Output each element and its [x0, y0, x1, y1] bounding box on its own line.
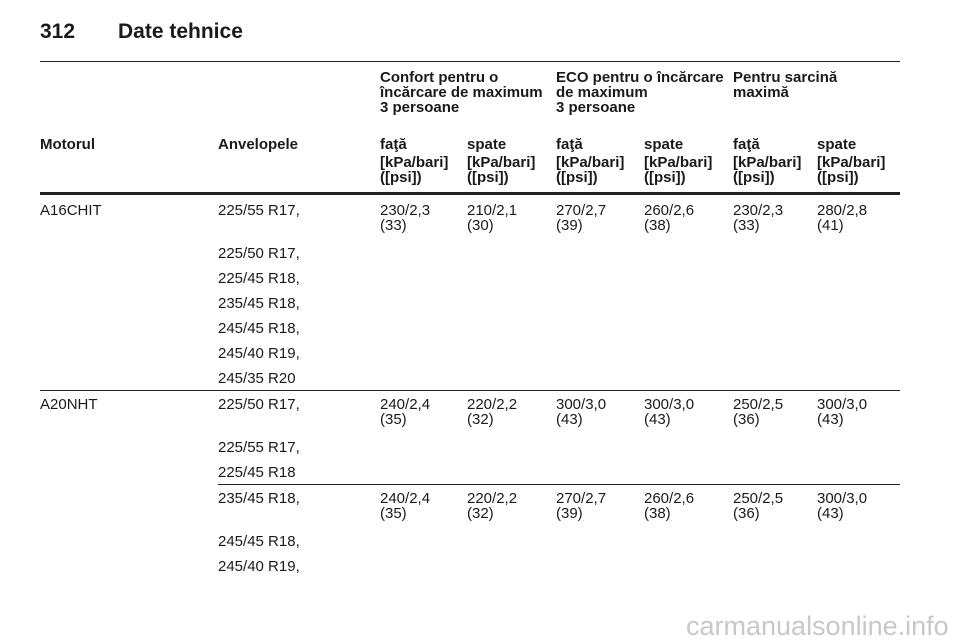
- page-number: 312: [40, 20, 76, 43]
- tyre-size: 245/35 R20: [218, 370, 296, 387]
- unit-header: [kPa/bari] ([psi]): [644, 154, 713, 186]
- pressure: 270/2,7 (39): [556, 490, 607, 522]
- page-title: Date tehnice: [118, 20, 243, 43]
- column-header: spate: [644, 136, 684, 153]
- unit-header: [kPa/bari] ([psi]): [556, 154, 625, 186]
- pressure: 240/2,4 (35): [380, 396, 431, 428]
- pressure: 230/2,3 (33): [380, 202, 431, 234]
- tyre-size: 225/50 R17,: [218, 396, 300, 413]
- header-rule: [40, 61, 900, 62]
- tyre-size: 225/55 R17,: [218, 439, 300, 456]
- unit-header: [kPa/bari] ([psi]): [380, 154, 449, 186]
- pressure: 300/3,0 (43): [817, 396, 868, 428]
- tyre-size: 245/45 R18,: [218, 320, 300, 337]
- tyre-size: 225/45 R18: [218, 464, 296, 481]
- watermark: carmanualsonline.info: [686, 611, 949, 641]
- column-header: faţă: [733, 136, 760, 153]
- pressure: 250/2,5 (36): [733, 396, 784, 428]
- pressure: 270/2,7 (39): [556, 202, 607, 234]
- pressure: 250/2,5 (36): [733, 490, 784, 522]
- pressure: 220/2,2 (32): [467, 396, 518, 428]
- pressure: 280/2,8 (41): [817, 202, 868, 234]
- pressure: 260/2,6 (38): [644, 490, 695, 522]
- tyre-size: 235/45 R18,: [218, 490, 300, 507]
- pressure: 220/2,2 (32): [467, 490, 518, 522]
- pressure: 260/2,6 (38): [644, 202, 695, 234]
- pressure: 210/2,1 (30): [467, 202, 518, 234]
- pressure: 230/2,3 (33): [733, 202, 784, 234]
- column-header: spate: [817, 136, 857, 153]
- pressure: 240/2,4 (35): [380, 490, 431, 522]
- tyre-size: 225/55 R17,: [218, 202, 300, 219]
- engine: A20NHT: [40, 396, 98, 413]
- row-rule: [218, 484, 900, 485]
- unit-header: [kPa/bari] ([psi]): [733, 154, 802, 186]
- tyre-size: 225/45 R18,: [218, 270, 300, 287]
- pressure: 300/3,0 (43): [556, 396, 607, 428]
- group-header: Confort pentru o încărcare de maximum 3 …: [380, 69, 543, 116]
- engine: A16CHIT: [40, 202, 102, 219]
- group-header: ECO pentru o încărcare de maximum 3 pers…: [556, 69, 724, 116]
- column-header: spate: [467, 136, 507, 153]
- tyre-size: 245/40 R19,: [218, 558, 300, 575]
- column-header: faţă: [556, 136, 583, 153]
- row-rule: [40, 390, 900, 391]
- tyre-size: 245/45 R18,: [218, 533, 300, 550]
- row-rule: [40, 192, 900, 195]
- tyre-size: 225/50 R17,: [218, 245, 300, 262]
- column-header: Anvelopele: [218, 136, 299, 153]
- tyre-size: 245/40 R19,: [218, 345, 300, 362]
- column-header: Motorul: [40, 136, 95, 153]
- column-header: faţă: [380, 136, 407, 153]
- unit-header: [kPa/bari] ([psi]): [467, 154, 536, 186]
- pressure: 300/3,0 (43): [644, 396, 695, 428]
- pressure: 300/3,0 (43): [817, 490, 868, 522]
- unit-header: [kPa/bari] ([psi]): [817, 154, 886, 186]
- group-header: Pentru sarcină maximă: [733, 69, 838, 101]
- tyre-size: 235/45 R18,: [218, 295, 300, 312]
